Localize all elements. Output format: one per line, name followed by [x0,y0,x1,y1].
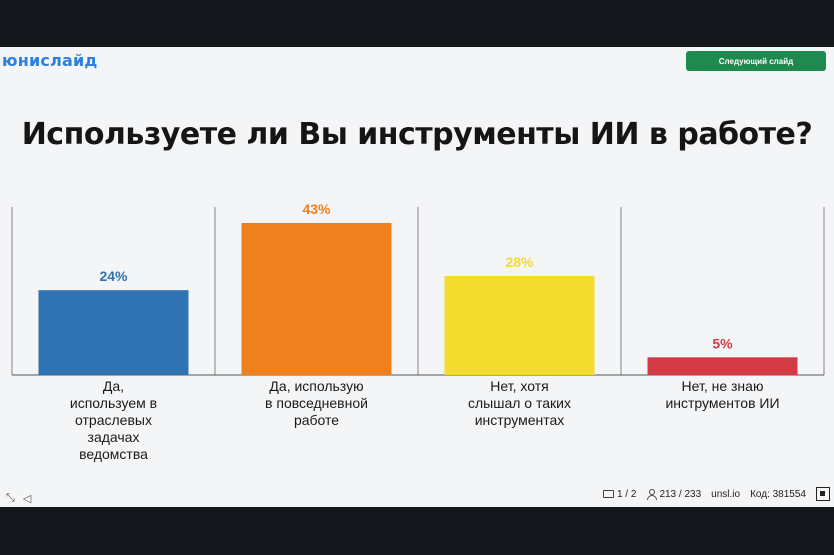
category-label: слышал о таких [468,395,571,411]
participants-text: 213 / 233 [659,488,702,500]
category-label: Да, [103,378,124,394]
presentation-screen: юнислайд Следующий слайд Используете ли … [0,47,834,507]
sound-icon[interactable]: ◁ [22,493,32,505]
slide-footer: 1 / 2 213 / 233 unsl.io Код: 381554 [602,487,830,501]
app-logo: юнислайд [2,51,98,70]
category-label: инструментах [475,412,565,428]
category-label: работе [294,412,339,428]
category-label: Нет, не знаю [682,378,764,394]
slide-counter-text: 1 / 2 [616,488,637,500]
participants-counter: 213 / 233 [646,489,701,500]
qr-icon[interactable] [816,487,830,501]
bar-value-label: 28% [505,254,534,270]
expand-icon[interactable]: ⤡ [6,492,15,504]
site-link[interactable]: unsl.io [711,488,741,500]
left-controls: ⤡ ◁ [6,492,31,505]
next-slide-button[interactable]: Следующий слайд [686,51,826,71]
category-label: Да, использую [269,378,363,394]
join-code: Код: 381554 [750,488,806,500]
category-label: отраслевых [75,412,152,428]
slide-title: Используете ли Вы инструменты ИИ в работ… [21,117,813,152]
slide-counter: 1 / 2 [602,488,637,500]
category-label: в повседневной [265,395,368,411]
bar-2 [241,223,392,375]
category-label: задачах [88,429,140,445]
image-icon [602,490,614,498]
category-label: Нет, хотя [490,378,548,394]
bar-1 [38,290,189,375]
bar-3 [444,276,595,375]
bar-value-label: 5% [712,335,733,351]
bar-4 [647,357,798,375]
user-icon [646,489,658,500]
poll-bar-chart: 24% Да,используем вотраслевыхзадачахведом… [11,201,825,462]
category-label: используем в [70,395,157,411]
category-label: инструментов ИИ [665,395,779,411]
bar-value-label: 24% [99,268,128,284]
bar-value-label: 43% [302,201,331,217]
category-label: ведомства [79,446,148,462]
